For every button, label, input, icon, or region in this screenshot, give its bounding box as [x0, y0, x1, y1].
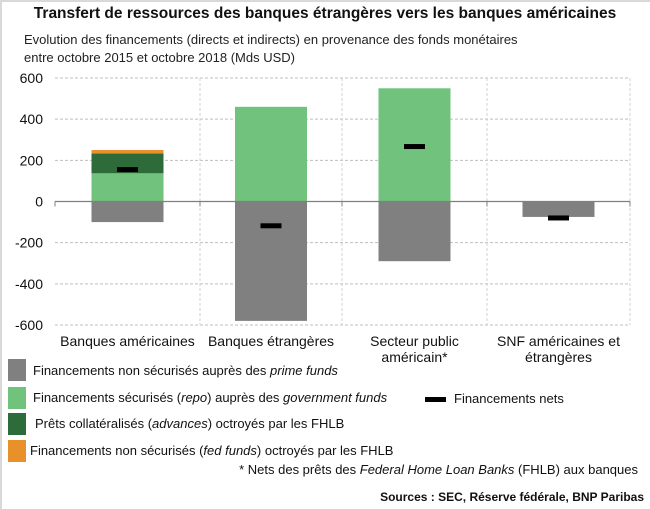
x-tick-label: Banques étrangères [200, 333, 342, 349]
net-markers [117, 144, 569, 229]
legend-text: Financements sécurisés ( [33, 390, 182, 405]
legend-swatch-prime-funds [8, 359, 26, 381]
x-tick-label-line: SNF américaines et [497, 333, 620, 349]
x-tick-label: Banques américaines [55, 333, 200, 349]
y-tick-label: 0 [35, 194, 43, 210]
legend-text-italic: advances [152, 416, 208, 431]
legend-item-government-funds: Financements sécurisés (repo) auprès des… [33, 390, 387, 405]
bar-segment-2 [91, 173, 164, 202]
net-marker [260, 223, 282, 229]
x-tick-label-line: Banques étrangères [207, 333, 335, 349]
legend-text-italic: fed funds [203, 443, 257, 458]
bar-segment-1 [522, 201, 595, 217]
sources: Sources : SEC, Réserve fédérale, BNP Par… [380, 490, 644, 504]
legend-text-italic: repo [181, 390, 208, 405]
legend-text: Financements non sécurisés auprès des [33, 363, 271, 378]
y-tick-label: 600 [20, 70, 44, 86]
legend-text: ) auprès des [207, 390, 284, 405]
footnote-text: * Nets des prêts des [239, 462, 360, 477]
legend-item-fed-funds: Financements non sécurisés (fed funds) o… [30, 443, 393, 458]
subtitle-line-1: Evolution des financements (directs et i… [24, 32, 518, 47]
axes [54, 200, 631, 207]
y-tick-label: -400 [15, 276, 43, 292]
legend-swatch-government-funds [8, 387, 26, 409]
legend-item-net: Financements nets [454, 391, 564, 406]
chart-title: Transfert de ressources des banques étra… [33, 5, 617, 22]
x-tick-label: Secteur public américain* [342, 333, 487, 365]
bar-segment-1 [378, 201, 451, 262]
legend-text: ) octroyés par les FHLB [256, 443, 394, 458]
legend-text-italic: prime funds [270, 363, 338, 378]
legend-text: ) octroyés par les FHLB [207, 416, 345, 431]
x-tick-label-line: Banques américaines [60, 333, 195, 349]
legend-swatch-fed-funds [8, 440, 26, 462]
y-tick-label: 400 [20, 111, 44, 127]
net-marker [404, 144, 425, 150]
grid-lines [55, 77, 631, 326]
subtitle-line-2: entre octobre 2015 et octobre 2018 (Mds … [24, 50, 295, 65]
footnote-text: (FHLB) aux banques [514, 462, 638, 477]
x-tick-label-line: Secteur public [370, 333, 459, 349]
legend-swatch-advances [8, 413, 26, 435]
x-tick-label-line: étrangères [525, 349, 592, 365]
x-tick-label: SNF américaines et étrangères [487, 333, 630, 365]
x-tick-label-line: américain* [381, 349, 448, 365]
bar-segment-4 [91, 150, 164, 154]
legend-item-prime-funds: Financements non sécurisés auprès des pr… [33, 363, 338, 378]
legend-text: Financements non sécurisés ( [30, 443, 204, 458]
legend-swatch-net [425, 397, 446, 402]
bar-segment-1 [91, 201, 164, 223]
bars [91, 88, 595, 321]
bar-segment-2 [235, 106, 307, 202]
footnote-text-italic: Federal Home Loan Banks [359, 462, 515, 477]
net-marker [548, 215, 569, 221]
bar-segment-3 [91, 153, 164, 174]
bar-segment-1 [235, 201, 307, 321]
chart-subtitle: Evolution des financements (directs et i… [24, 31, 518, 67]
y-tick-label: -200 [15, 235, 43, 251]
legend-text-italic: government funds [283, 390, 388, 405]
footnote: * Nets des prêts des Federal Home Loan B… [239, 462, 638, 477]
y-tick-labels: 600 400 200 0 -200 -400 -600 [15, 70, 43, 333]
legend-text: Prêts collatéralisés ( [35, 416, 153, 431]
y-tick-label: -600 [15, 317, 43, 333]
legend-item-advances: Prêts collatéralisés (advances) octroyés… [35, 416, 344, 431]
y-tick-label: 200 [20, 152, 44, 168]
net-marker [117, 167, 138, 173]
